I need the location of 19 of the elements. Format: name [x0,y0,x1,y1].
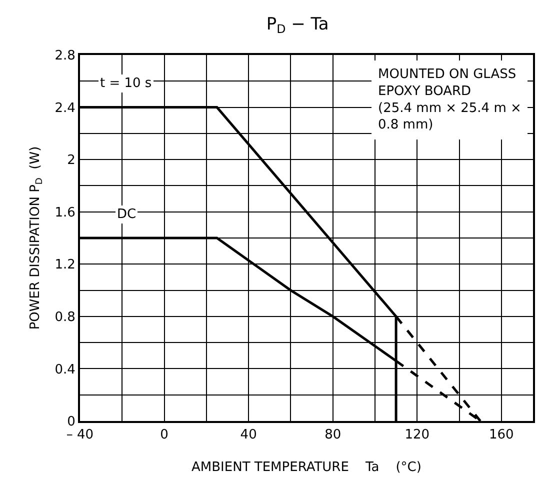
y-tick-label: 0.4 [54,362,76,378]
x-tick-label: 0 [160,428,168,443]
x-tick-label: – 40 [66,428,94,443]
y-tick-label: 1.2 [54,258,76,273]
y-tick-label: 1.6 [54,205,76,220]
series-label: t = 10 s [100,76,152,91]
chart-title: P$_{D}$ − Ta [266,14,329,36]
series-label: DC [117,207,136,222]
x-tick-label: 120 [404,428,430,443]
x-tick-label: 160 [488,428,514,443]
y-tick-label: 2.4 [54,100,76,116]
x-tick-label: 40 [240,428,257,443]
annotation: MOUNTED ON GLASS EPOXY BOARD (25.4 mm × 25.4 m × 0.8 mm) [378,67,522,133]
y-tick-label: 2.8 [54,48,76,64]
y-tick-label: 0.8 [54,310,76,325]
y-tick-label: 0 [67,414,76,430]
x-axis-title: AMBIENT TEMPERATURE Ta (°C) [192,460,422,475]
x-tick-label: 80 [324,428,342,443]
y-tick-label: 2 [67,153,76,168]
